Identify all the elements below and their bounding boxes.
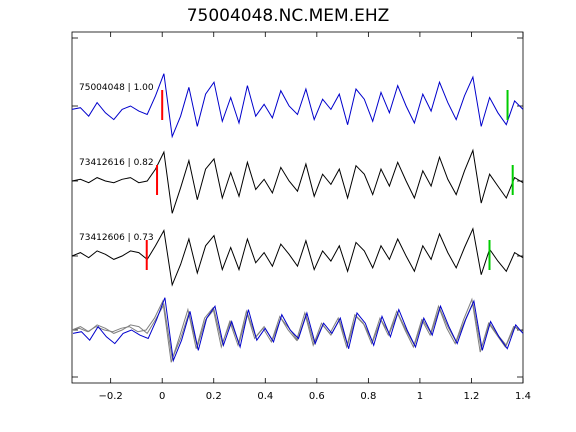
overlay-trace-line	[71, 297, 523, 363]
overlay-trace-line	[71, 301, 524, 361]
x-tick-label: 0	[159, 391, 165, 402]
x-tick-label: 0.4	[257, 391, 273, 402]
trace-label: 73412616 | 0.82	[79, 158, 154, 168]
trace-layer: 75004048 | 1.00 73412616 | 0.82 73412606 |…	[71, 73, 524, 363]
axis-ticks: −0.2 0 0.2 0.4 0.6 0.8 1 1.2 1.4	[72, 32, 531, 402]
chart-title: 75004048.NC.MEM.EHZ	[186, 6, 390, 26]
trace-label: 75004048 | 1.00	[79, 83, 154, 93]
x-tick-label: 1.4	[515, 391, 531, 402]
x-tick-label: 1	[417, 391, 423, 402]
trace-line	[71, 73, 524, 139]
trace-label: 73412606 | 0.73	[79, 233, 154, 243]
trace-line	[71, 148, 524, 214]
plot-frame	[71, 31, 524, 384]
x-tick-label: 0.6	[309, 391, 325, 402]
overlay-trace-line	[72, 297, 524, 363]
x-tick-label: 0.8	[360, 391, 376, 402]
x-tick-label: 0.2	[206, 391, 222, 402]
x-tick-label: −0.2	[99, 391, 123, 402]
x-tick-label: 1.2	[464, 391, 480, 402]
